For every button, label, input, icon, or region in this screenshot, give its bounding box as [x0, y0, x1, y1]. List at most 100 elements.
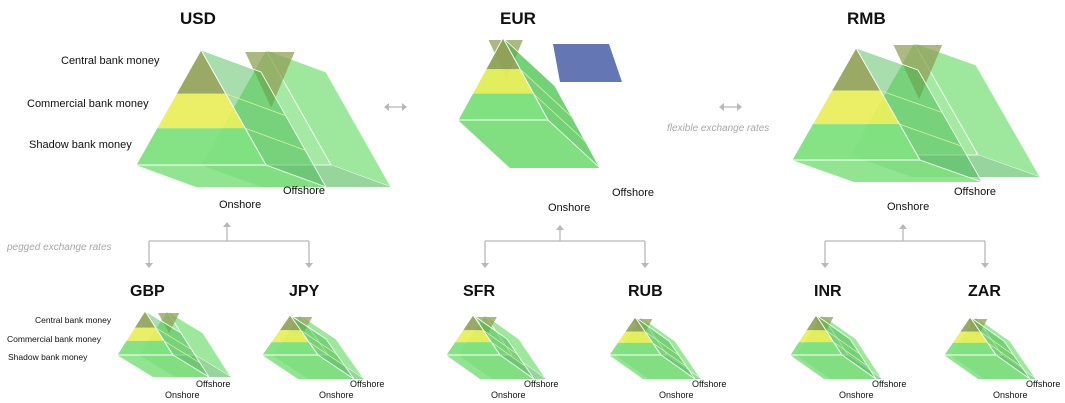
onshore-shadow-tier: [458, 93, 548, 120]
tier-line: [155, 327, 192, 351]
tier-line: [533, 93, 586, 143]
tier-line: [225, 93, 286, 117]
onshore-shadow-tier: [446, 342, 500, 355]
offshore-top-tier: [158, 313, 180, 333]
onshore-commercial-tier: [454, 330, 492, 343]
onshore-central-tier: [134, 311, 156, 328]
prism-gbp: [116, 310, 232, 378]
tier-line: [899, 123, 962, 147]
onshore-central-tier: [279, 315, 301, 331]
onshore-front-edge: [457, 37, 549, 121]
arrow-head-up: [899, 224, 907, 229]
tier-label-commercial-small: Commercial bank money: [7, 334, 102, 344]
tier-line: [825, 329, 861, 355]
flexible-exchange-note: flexible exchange rates: [667, 123, 770, 134]
offshore-top-tier: [476, 317, 497, 335]
arrow-head-up: [223, 222, 231, 227]
arrow-tree-rmb: [824, 229, 986, 263]
offshore-top-tier: [893, 45, 943, 99]
arrow-head-down: [641, 263, 649, 268]
prism-rmb: [791, 42, 1041, 183]
onshore-commercial-tier: [812, 90, 900, 125]
onshore-shadow-tier: [262, 342, 318, 355]
tier-line: [483, 329, 518, 355]
onshore-front-edge: [791, 47, 921, 161]
prism-inr: [789, 314, 883, 380]
onshore-central-tier: [625, 317, 645, 332]
onshore-commercial-tier: [617, 331, 653, 343]
onshore-shadow-tier: [117, 340, 173, 355]
onshore-label-sfr: Onshore: [491, 390, 526, 400]
label-inr: INR: [814, 283, 842, 300]
tier-line: [300, 329, 337, 355]
tier-line: [833, 341, 868, 367]
tier-label-shadow-small: Shadow bank money: [8, 352, 88, 362]
prism-usd: [135, 49, 392, 188]
arrow-head-down: [981, 263, 989, 268]
prism-eur: [457, 37, 601, 169]
onshore-label-rmb: Onshore: [887, 201, 930, 213]
onshore-shadow-tier: [944, 342, 996, 355]
onshore-shadow-tier: [609, 342, 661, 355]
label-jpy: JPY: [289, 283, 320, 300]
offshore-label-jpy: Offshore: [350, 379, 385, 389]
tier-line: [491, 341, 526, 367]
tier-line: [987, 342, 1022, 368]
onshore-base-face: [446, 355, 534, 379]
offshore-label-inr: Offshore: [872, 379, 907, 389]
offshore-label-eur: Offshore: [612, 187, 654, 199]
arrow-tree-usd: [148, 227, 310, 263]
onshore-label-usd: Onshore: [219, 199, 262, 211]
onshore-front-edge: [943, 316, 997, 356]
onshore-front-edge: [608, 316, 662, 356]
eur-offshore-central-tier: [553, 44, 622, 82]
onshore-base-face: [136, 165, 326, 187]
tier-line: [979, 331, 1015, 356]
onshore-central-tier: [176, 50, 226, 94]
prism-jpy: [261, 314, 365, 380]
onshore-commercial-tier: [952, 331, 988, 343]
arrow-head-down: [821, 263, 829, 268]
onshore-label-eur: Onshore: [548, 202, 591, 214]
pegged-exchange-note: pegged exchange rates: [7, 242, 112, 253]
tier-line: [652, 342, 687, 368]
arrow-head-up: [556, 225, 564, 230]
tier-label-commercial: Commercial bank money: [27, 98, 149, 110]
onshore-central-tier: [462, 315, 484, 331]
offshore-label-rmb: Offshore: [954, 186, 996, 198]
onshore-label-zar: Onshore: [993, 390, 1028, 400]
tier-line: [519, 68, 573, 118]
onshore-front-edge: [116, 310, 174, 356]
offshore-label-zar: Offshore: [1026, 379, 1061, 389]
onshore-label-inr: Onshore: [839, 390, 874, 400]
offshore-label-gbp: Offshore: [196, 379, 231, 389]
onshore-base-face: [790, 355, 876, 379]
onshore-front-edge: [789, 314, 843, 356]
tier-label-central: Central bank money: [61, 55, 160, 67]
onshore-base-face: [117, 355, 209, 377]
arrow-head-down: [481, 263, 489, 268]
onshore-label-rub: Onshore: [659, 390, 694, 400]
arrow-head-left: [719, 103, 724, 111]
tier-label-central-small: Central bank money: [35, 315, 112, 325]
onshore-front-edge: [135, 49, 267, 166]
onshore-shadow-tier: [790, 342, 842, 355]
tier-line: [644, 331, 680, 356]
tier-line: [245, 127, 306, 151]
label-eur: EUR: [500, 9, 536, 28]
onshore-front-edge: [445, 314, 501, 356]
offshore-label-rub: Offshore: [692, 379, 727, 389]
onshore-shadow-tier: [792, 124, 920, 160]
arrow-head-left: [384, 103, 389, 111]
offshore-label-usd: Offshore: [283, 185, 325, 197]
prism-sfr: [445, 314, 547, 380]
onshore-central-tier: [806, 315, 826, 331]
onshore-central-tier: [960, 317, 980, 332]
prism-zar: [943, 316, 1037, 380]
onshore-label-jpy: Onshore: [319, 390, 354, 400]
tier-line: [308, 341, 346, 367]
tier-label-shadow: Shadow bank money: [29, 139, 132, 151]
onshore-central-tier: [831, 48, 881, 91]
